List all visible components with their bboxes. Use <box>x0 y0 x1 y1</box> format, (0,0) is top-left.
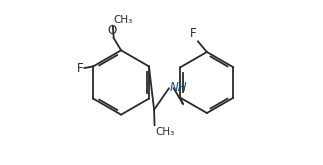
Text: NH: NH <box>170 81 187 94</box>
Text: CH₃: CH₃ <box>155 127 174 137</box>
Text: F: F <box>190 27 197 40</box>
Text: F: F <box>77 62 83 75</box>
Text: O: O <box>107 24 117 37</box>
Text: CH₃: CH₃ <box>113 15 132 25</box>
